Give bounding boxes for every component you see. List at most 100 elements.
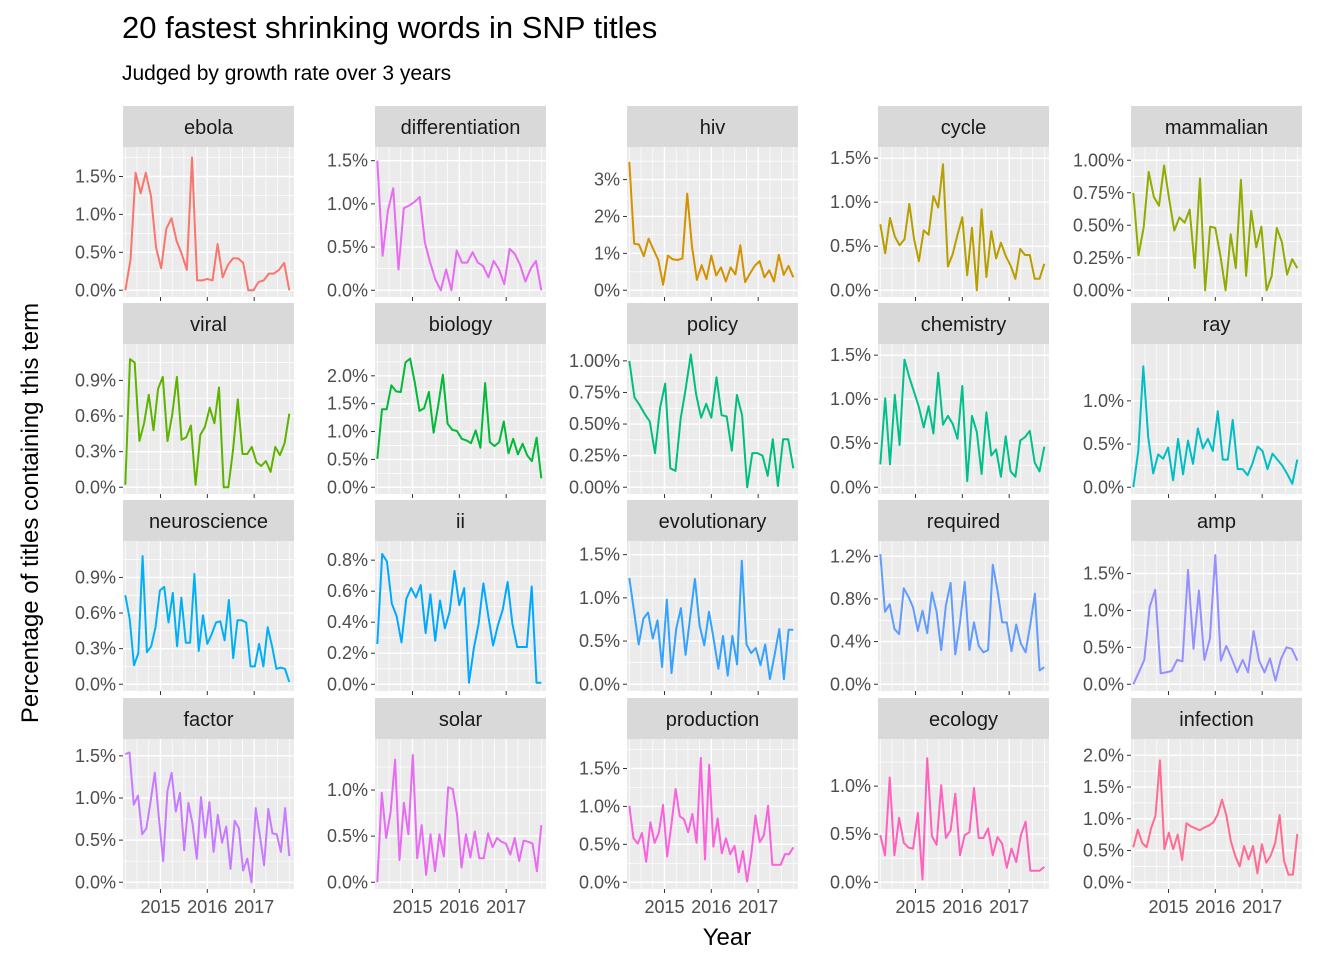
y-tick-label: 0.00% — [569, 477, 620, 497]
facet-strip — [123, 500, 294, 541]
y-tick-label: 1.2% — [830, 546, 871, 566]
facet-chemistry: chemistry 0.0% 0.5% 1.0% 1.5% — [830, 303, 1049, 498]
y-tick-label: 1.5% — [579, 759, 620, 779]
y-tick-label: 0.5% — [579, 631, 620, 651]
facet-strip-label: neuroscience — [149, 511, 268, 533]
y-tick-label: 0.0% — [830, 280, 871, 300]
y-tick-label: 0.2% — [327, 643, 368, 663]
y-tick-label: 0.0% — [1083, 872, 1124, 892]
x-tick-label: 2017 — [234, 897, 274, 917]
panel-background — [123, 147, 294, 297]
y-tick-label: 0% — [594, 280, 620, 300]
facet-strip-label: factor — [183, 709, 233, 731]
series-line-ray — [1132, 365, 1299, 488]
y-tick-label: 0.0% — [579, 674, 620, 694]
y-tick-label: 1.5% — [579, 545, 620, 565]
y-tick-label: 3% — [594, 170, 620, 190]
y-tick-label: 1.5% — [327, 394, 368, 414]
y-tick-label: 1.0% — [830, 192, 871, 212]
y-tick-label: 1.0% — [75, 788, 116, 808]
y-tick-label: 0.0% — [75, 280, 116, 300]
y-tick-label: 1.0% — [830, 389, 871, 409]
y-tick-label: 1.0% — [75, 204, 116, 224]
x-tick-label: 2015 — [140, 897, 180, 917]
y-tick-label: 1.5% — [1083, 777, 1124, 797]
facet-strip — [1131, 500, 1302, 541]
series-line-infection — [1132, 759, 1299, 876]
x-tick-label: 2016 — [187, 897, 227, 917]
facet-strip-label: differentiation — [401, 117, 521, 139]
facet-amp: amp 0.0% 0.5% 1.0% 1.5% — [1083, 500, 1302, 695]
chart-title: 20 fastest shrinking words in SNP titles — [122, 10, 658, 45]
y-tick-label: 0.0% — [327, 872, 368, 892]
y-tick-label: 0.0% — [327, 280, 368, 300]
y-tick-label: 1.0% — [1083, 391, 1124, 411]
y-tick-label: 0.0% — [75, 872, 116, 892]
y-tick-label: 0.3% — [75, 639, 116, 659]
series-line-required — [879, 554, 1045, 672]
series-line-chemistry — [879, 358, 1046, 483]
series-line-ii — [376, 553, 542, 684]
y-tick-label: 2.0% — [327, 366, 368, 386]
series-line-solar — [376, 754, 543, 883]
facet-ebola: ebola 0.0% 0.5% 1.0% 1.5% — [75, 106, 294, 301]
facet-strip-label: solar — [439, 709, 483, 731]
y-tick-label: 1.0% — [830, 776, 871, 796]
y-tick-label: 1.0% — [1083, 809, 1124, 829]
series-line-differentiation — [376, 160, 543, 292]
y-tick-label: 0.9% — [75, 567, 116, 587]
facet-strip — [1131, 698, 1302, 739]
chart-subtitle: Judged by growth rate over 3 years — [122, 62, 452, 85]
facet-biology: biology 0.0% 0.5% 1.0% 1.5% 2.0% — [327, 303, 546, 498]
series-line-cycle — [879, 163, 1046, 292]
facet-cycle: cycle 0.0% 0.5% 1.0% 1.5% — [830, 106, 1049, 301]
facet-policy: policy 0.00% 0.25% 0.50% 0.75% 1.00% — [569, 303, 798, 498]
facet-evolutionary: evolutionary 0.0% 0.5% 1.0% 1.5% — [579, 500, 798, 695]
y-tick-label: 0.0% — [1083, 477, 1124, 497]
y-tick-label: 0.5% — [75, 830, 116, 850]
panel-background — [1131, 147, 1302, 297]
x-tick-label: 2016 — [1195, 897, 1235, 917]
y-tick-label: 0.0% — [830, 477, 871, 497]
facet-strip-label: required — [927, 511, 1000, 533]
y-tick-label: 0.5% — [830, 236, 871, 256]
panel-background — [878, 541, 1049, 691]
x-tick-label: 2017 — [738, 897, 778, 917]
y-axis-title: Percentage of titles containing this ter… — [17, 303, 44, 723]
facet-strip — [878, 106, 1049, 147]
facet-strip — [375, 698, 546, 739]
x-axis-title: Year — [703, 924, 752, 951]
facet-strip — [375, 106, 546, 147]
facet-strip-label: ecology — [929, 709, 998, 731]
y-tick-label: 0.6% — [327, 581, 368, 601]
x-tick-label: 2015 — [1148, 897, 1188, 917]
y-tick-label: 0.4% — [327, 612, 368, 632]
x-tick-label: 2017 — [486, 897, 526, 917]
facet-strip — [123, 106, 294, 147]
series-line-evolutionary — [628, 559, 794, 681]
y-tick-label: 0.0% — [1083, 674, 1124, 694]
y-tick-label: 0.0% — [327, 674, 368, 694]
series-line-biology — [376, 357, 543, 479]
series-line-production — [628, 756, 795, 883]
facet-factor: factor 0.0% 0.5% 1.0% 1.5% 2015 2016 2017 — [75, 698, 294, 917]
facet-strip-label: cycle — [941, 117, 987, 139]
y-tick-label: 0.5% — [1083, 637, 1124, 657]
y-tick-label: 0.75% — [1073, 183, 1124, 203]
y-tick-label: 0.75% — [569, 382, 620, 402]
y-tick-label: 0.5% — [327, 237, 368, 257]
facet-strip-label: evolutionary — [659, 511, 767, 533]
facet-strip-label: production — [666, 709, 759, 731]
x-tick-label: 2015 — [392, 897, 432, 917]
series-line-amp — [1132, 554, 1299, 685]
y-tick-label: 1.00% — [569, 351, 620, 371]
panel-background — [123, 541, 294, 691]
facet-strip — [375, 500, 546, 541]
facet-strip — [878, 500, 1049, 541]
facet-strip-label: mammalian — [1165, 117, 1268, 139]
y-tick-label: 0.4% — [830, 632, 871, 652]
y-tick-label: 0.5% — [1083, 841, 1124, 861]
facet-strip — [878, 698, 1049, 739]
facet-ecology: ecology 0.0% 0.5% 1.0% 2015 2016 2017 — [830, 698, 1049, 917]
y-tick-label: 1.0% — [1083, 600, 1124, 620]
